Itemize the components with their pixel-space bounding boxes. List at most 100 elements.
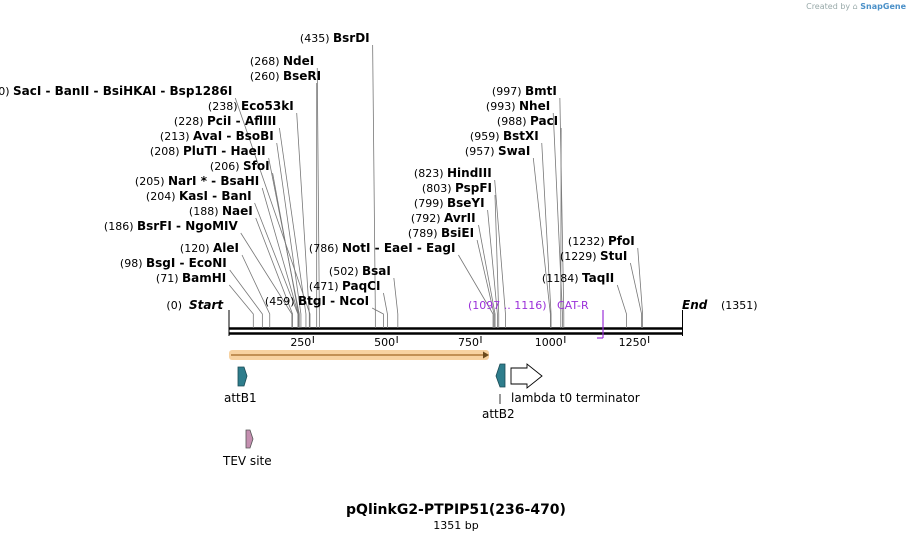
site-stui[interactable]: (1229) StuI	[560, 249, 642, 328]
site-label: (1229) StuI	[560, 249, 627, 263]
map-title: pQlinkG2-PTPIP51(236-470)	[346, 502, 566, 518]
attb2-label: attB2	[482, 407, 515, 421]
site-leader	[476, 239, 495, 328]
primer-name: CAT-R	[557, 299, 589, 312]
site-bsrdi[interactable]: (435) BsrDI	[300, 31, 376, 328]
site-leader	[478, 224, 496, 328]
tick-label: 750	[458, 336, 479, 349]
site-ndei[interactable]: (268) NdeI	[250, 54, 320, 328]
site-leader	[616, 284, 627, 328]
site-label: (993) NheI	[486, 99, 550, 113]
site-name: BsiEI	[441, 226, 474, 240]
site-name: AvaI - BsoBI	[193, 129, 274, 143]
site-label: (120) AleI	[180, 241, 239, 255]
site-name: BamHI	[182, 271, 226, 285]
site-bsgi[interactable]: (98) BsgI - EcoNI	[120, 256, 263, 328]
insert-feature[interactable]	[229, 350, 489, 360]
site-avai[interactable]: (213) AvaI - BsoBI	[160, 129, 302, 328]
site-name: BsgI - EcoNI	[146, 256, 227, 270]
site-leader	[228, 284, 254, 328]
site-label: (206) SfoI	[210, 159, 270, 173]
site-label: (98) BsgI - EcoNI	[120, 256, 227, 270]
site-bseyi[interactable]: (799) BseYI	[414, 196, 498, 328]
site-bstxi[interactable]: (959) BstXI	[470, 129, 552, 328]
site-bamhi[interactable]: (71) BamHI	[156, 271, 254, 328]
site-name: NdeI	[283, 54, 314, 68]
site-leader	[541, 142, 552, 328]
feature-tev-site[interactable]: TEV site	[222, 429, 272, 468]
site-name: BstXI	[503, 129, 539, 143]
site-bmti[interactable]: (997) BmtI	[492, 84, 565, 328]
site-kasi[interactable]: (204) KasI - BanI	[146, 189, 299, 328]
site-pfoi[interactable]: (1232) PfoI	[568, 234, 643, 328]
feature-attb2[interactable]: attB2	[482, 363, 515, 421]
site-name: AleI	[213, 241, 239, 255]
site-leader	[532, 157, 551, 328]
site-name: KasI - BanI	[179, 189, 252, 203]
site-avrii[interactable]: (792) AvrII	[411, 211, 496, 328]
site-leader	[383, 292, 388, 328]
tick-label: 250	[290, 336, 311, 349]
site-pcii[interactable]: (228) PciI - AflIII	[174, 114, 307, 328]
site-hindiii[interactable]: (823) HindIII	[414, 166, 506, 328]
site-paqci[interactable]: (471) PaqCI	[309, 279, 388, 328]
feature-lambda-t0-terminator[interactable]: lambda t0 terminator	[510, 363, 640, 405]
site-label: (240) SacI - BanII - BsiHKAI - Bsp1286I	[0, 84, 232, 98]
site-nhei[interactable]: (993) NheI	[486, 99, 563, 328]
site-paci[interactable]: (988) PacI	[497, 114, 562, 328]
site-saci[interactable]: (240) SacI - BanII - BsiHKAI - Bsp1286I	[0, 84, 311, 328]
site-leader	[458, 254, 494, 328]
credit-text: Created by	[806, 2, 851, 11]
site-sfoi[interactable]: (206) SfoI	[210, 159, 299, 328]
site-label: (997) BmtI	[492, 84, 557, 98]
site-label: (204) KasI - BanI	[146, 189, 252, 203]
site-name: NheI	[519, 99, 550, 113]
site-label: (205) NarI * - BsaHI	[135, 174, 259, 188]
site-leader	[552, 112, 563, 328]
site-eco53ki[interactable]: (238) Eco53kI	[208, 99, 310, 328]
tick-label: 1250	[619, 336, 647, 349]
site-pspfi[interactable]: (803) PspFI	[422, 181, 500, 328]
site-name: BseRI	[283, 69, 321, 83]
site-bsrfi[interactable]: (186) BsrFI - NgoMIV	[104, 219, 293, 328]
site-label: (957) SwaI	[465, 144, 530, 158]
site-label: (71) BamHI	[156, 271, 226, 285]
snapgene-credit: Created by ⌂ SnapGene	[806, 2, 906, 11]
site-leader	[494, 194, 500, 328]
site-pluti[interactable]: (208) PluTI - HaeII	[150, 144, 300, 328]
primer-cat-r[interactable]: (1097 .. 1116) CAT-R	[468, 299, 604, 339]
site-name: TaqII	[582, 271, 614, 285]
feature-attb1[interactable]: attB1	[224, 366, 257, 405]
credit-brand: SnapGene	[860, 2, 906, 11]
site-leader	[279, 127, 307, 328]
site-bsiei[interactable]: (789) BsiEI	[408, 226, 495, 328]
site-name: BsrDI	[333, 31, 370, 45]
site-leader	[637, 247, 643, 328]
tick-label: 1000	[535, 336, 563, 349]
site-taqii[interactable]: (1184) TaqII	[542, 271, 627, 328]
site-name: BsrFI - NgoMIV	[137, 219, 238, 233]
site-leader	[372, 44, 376, 328]
site-leader	[296, 112, 310, 328]
site-bsai[interactable]: (502) BsaI	[329, 264, 399, 328]
site-swai[interactable]: (957) SwaI	[465, 144, 551, 328]
site-name: SwaI	[498, 144, 530, 158]
axis-ticks: 250 500 750 1000 1250	[290, 336, 650, 349]
site-nari[interactable]: (205) NarI * - BsaHI	[135, 174, 299, 328]
site-alei[interactable]: (120) AleI	[180, 241, 271, 328]
site-label: (228) PciI - AflIII	[174, 114, 276, 128]
site-naei[interactable]: (188) NaeI	[189, 204, 293, 328]
site-leader	[254, 202, 299, 328]
site-name: StuI	[600, 249, 627, 263]
site-name: NotI - EaeI - EagI	[342, 241, 455, 255]
site-name: PciI - AflIII	[207, 114, 276, 128]
end-label: End	[682, 298, 708, 312]
site-noti[interactable]: (786) NotI - EaeI - EagI	[309, 241, 494, 328]
site-leader	[268, 157, 300, 328]
site-bseri[interactable]: (260) BseRI	[250, 69, 321, 328]
site-leader	[234, 97, 311, 328]
site-name: Eco53kI	[241, 99, 294, 113]
site-btgi[interactable]: (459) BtgI - NcoI	[265, 294, 384, 328]
site-leader	[276, 142, 302, 328]
